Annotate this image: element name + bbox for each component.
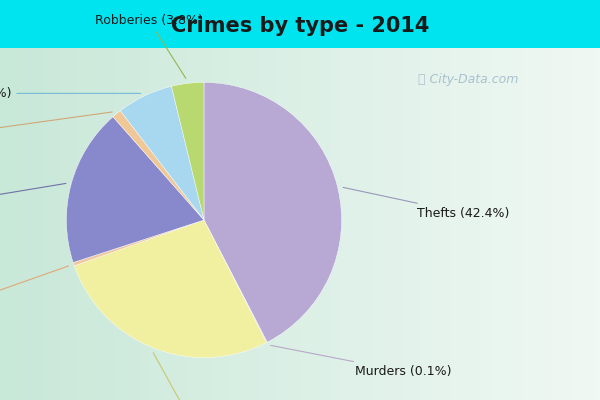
Text: Robberies (3.8%): Robberies (3.8%) [95, 14, 203, 78]
Wedge shape [121, 86, 204, 220]
Text: Auto thefts (27.1%): Auto thefts (27.1%) [129, 353, 251, 400]
Text: Thefts (42.4%): Thefts (42.4%) [343, 187, 509, 220]
Text: ⓘ City-Data.com: ⓘ City-Data.com [418, 74, 518, 86]
Wedge shape [204, 220, 267, 343]
Wedge shape [74, 220, 266, 358]
Wedge shape [67, 117, 204, 262]
Text: Murders (0.1%): Murders (0.1%) [271, 345, 452, 378]
Wedge shape [172, 82, 204, 220]
Text: Arson (0.4%): Arson (0.4%) [0, 266, 68, 312]
Text: Crimes by type - 2014: Crimes by type - 2014 [171, 16, 429, 36]
Text: Rapes (1.1%): Rapes (1.1%) [0, 112, 112, 141]
Wedge shape [73, 220, 204, 266]
Wedge shape [204, 82, 341, 342]
Text: Assaults (6.6%): Assaults (6.6%) [0, 87, 140, 100]
Text: Burglaries (18.5%): Burglaries (18.5%) [0, 184, 66, 216]
Wedge shape [113, 111, 204, 220]
